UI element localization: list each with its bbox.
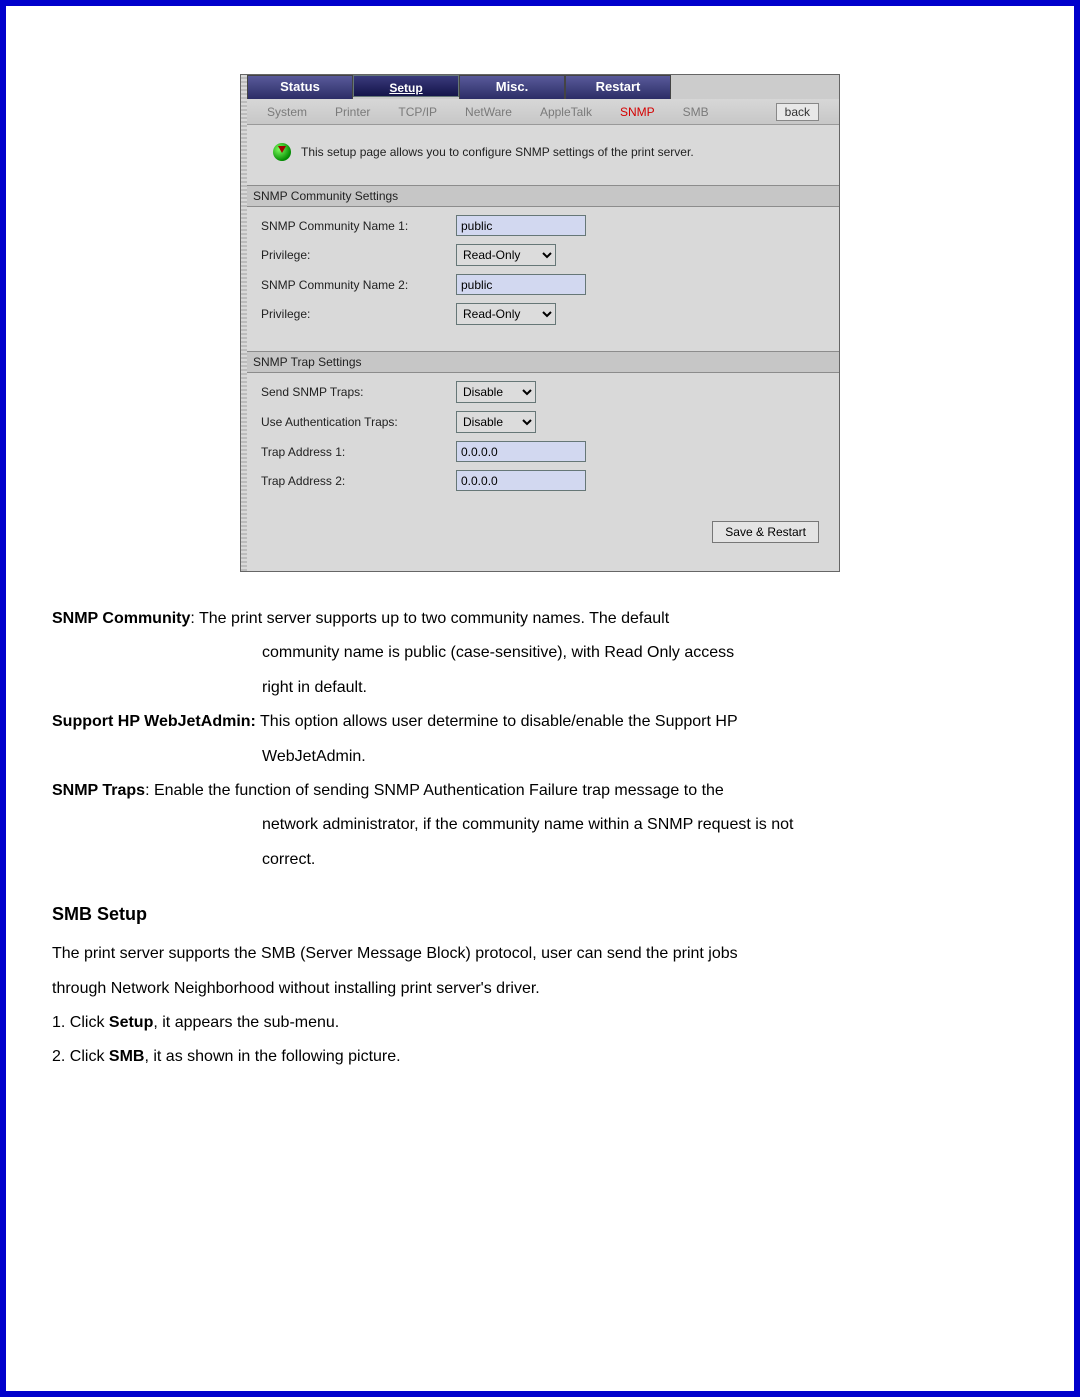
- traps-line2: network administrator, if the community …: [262, 810, 1028, 840]
- send-traps-label: Send SNMP Traps:: [261, 385, 456, 399]
- info-icon: [273, 143, 291, 161]
- trap-addr1-label: Trap Address 1:: [261, 445, 456, 459]
- step2-a: 2. Click: [52, 1048, 109, 1065]
- auth-traps-label: Use Authentication Traps:: [261, 415, 456, 429]
- step2-c: , it as shown in the following picture.: [144, 1048, 400, 1065]
- back-button[interactable]: back: [776, 103, 819, 121]
- intro-text: This setup page allows you to configure …: [301, 145, 694, 159]
- privilege1-select[interactable]: Read-Only: [456, 244, 556, 266]
- snmp-community-line1: : The print server supports up to two co…: [190, 610, 669, 627]
- trap-header: SNMP Trap Settings: [247, 351, 839, 373]
- smb-p2: through Network Neighborhood without ins…: [52, 974, 1028, 1004]
- snmp-setup-screenshot: Status Setup Misc. Restart System Printe…: [240, 74, 840, 572]
- privilege1-label: Privilege:: [261, 248, 456, 262]
- smb-setup-heading: SMB Setup: [52, 897, 1028, 931]
- community-name1-input[interactable]: [456, 215, 586, 236]
- main-tab-row: Status Setup Misc. Restart: [247, 75, 839, 99]
- traps-line3: correct.: [262, 845, 1028, 875]
- tab-setup[interactable]: Setup: [353, 75, 459, 97]
- snmp-community-term: SNMP Community: [52, 610, 190, 627]
- tab-restart[interactable]: Restart: [565, 75, 671, 99]
- subnav-system[interactable]: System: [267, 105, 307, 119]
- document-text: SNMP Community: The print server support…: [48, 604, 1032, 1073]
- privilege2-label: Privilege:: [261, 307, 456, 321]
- community-name1-label: SNMP Community Name 1:: [261, 219, 456, 233]
- subnav-tcpip[interactable]: TCP/IP: [398, 105, 437, 119]
- trap-addr2-label: Trap Address 2:: [261, 474, 456, 488]
- decorative-stripe: [241, 75, 247, 571]
- subnav-printer[interactable]: Printer: [335, 105, 370, 119]
- privilege2-select[interactable]: Read-Only: [456, 303, 556, 325]
- panel-body: This setup page allows you to configure …: [247, 125, 839, 571]
- send-traps-select[interactable]: Disable: [456, 381, 536, 403]
- hp-line2: WebJetAdmin.: [262, 742, 1028, 772]
- auth-traps-select[interactable]: Disable: [456, 411, 536, 433]
- subnav-appletalk[interactable]: AppleTalk: [540, 105, 592, 119]
- snmp-traps-term: SNMP Traps: [52, 782, 145, 799]
- subnav-snmp[interactable]: SNMP: [620, 105, 655, 119]
- step1-a: 1. Click: [52, 1014, 109, 1031]
- trap-addr2-input[interactable]: [456, 470, 586, 491]
- trap-addr1-input[interactable]: [456, 441, 586, 462]
- hp-line1: This option allows user determine to dis…: [256, 713, 738, 730]
- traps-line1: : Enable the function of sending SNMP Au…: [145, 782, 724, 799]
- subnav-netware[interactable]: NetWare: [465, 105, 512, 119]
- community-name2-label: SNMP Community Name 2:: [261, 278, 456, 292]
- step1-b: Setup: [109, 1014, 153, 1031]
- subnav-smb[interactable]: SMB: [683, 105, 709, 119]
- snmp-community-line3: right in default.: [262, 673, 1028, 703]
- snmp-community-line2: community name is public (case-sensitive…: [262, 638, 1028, 668]
- sub-nav: System Printer TCP/IP NetWare AppleTalk …: [247, 99, 839, 125]
- tab-misc[interactable]: Misc.: [459, 75, 565, 99]
- tab-status[interactable]: Status: [247, 75, 353, 99]
- hp-webjetadmin-term: Support HP WebJetAdmin:: [52, 713, 256, 730]
- step2-b: SMB: [109, 1048, 145, 1065]
- community-header: SNMP Community Settings: [247, 185, 839, 207]
- save-restart-button[interactable]: Save & Restart: [712, 521, 819, 543]
- smb-p1: The print server supports the SMB (Serve…: [52, 939, 1028, 969]
- community-name2-input[interactable]: [456, 274, 586, 295]
- step1-c: , it appears the sub-menu.: [153, 1014, 339, 1031]
